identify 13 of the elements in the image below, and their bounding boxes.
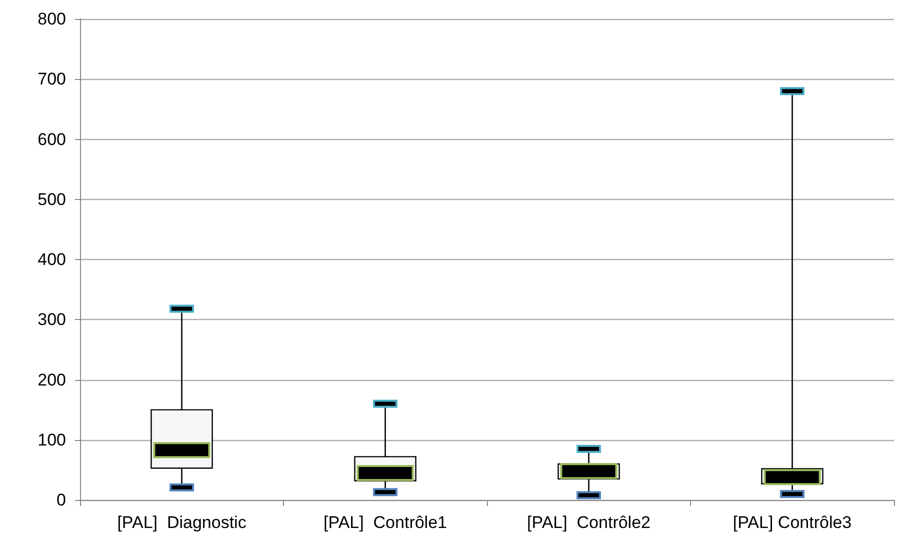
y-tick-label: 700 <box>38 70 66 89</box>
y-tick-label: 800 <box>38 10 66 28</box>
y-tick-label: 300 <box>38 310 66 330</box>
y-tick-label: 200 <box>38 370 66 390</box>
y-tick-label: 500 <box>38 190 66 209</box>
x-tick-label: [PAL] Contrôle2 <box>527 513 650 532</box>
y-tick-label: 100 <box>38 430 66 450</box>
x-tick-label: [PAL] Contrôle3 <box>732 513 852 532</box>
x-tick-label: [PAL] Diagnostic <box>117 513 247 532</box>
y-tick-label: 600 <box>38 130 66 149</box>
x-tick-label: [PAL] Contrôle1 <box>324 513 447 532</box>
y-tick-label: 400 <box>38 250 66 269</box>
y-tick-label: 0 <box>56 490 66 510</box>
